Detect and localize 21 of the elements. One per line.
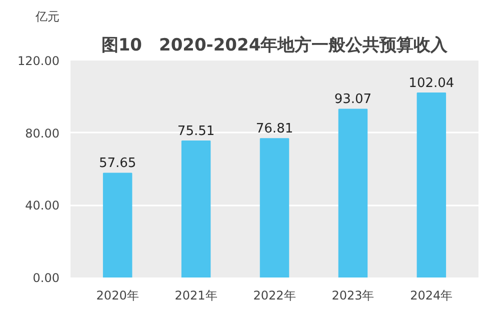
data-label: 76.81	[256, 122, 294, 137]
y-tick-label: 40.00	[25, 198, 60, 213]
y-tick-label: 80.00	[25, 126, 60, 140]
data-label: 102.04	[408, 76, 454, 91]
bar	[102, 172, 132, 278]
bar	[338, 108, 368, 278]
x-tick-label: 2022年	[253, 288, 296, 302]
x-tick-label: 2024年	[410, 288, 453, 302]
bar	[416, 92, 446, 278]
x-tick-label: 2021年	[174, 288, 218, 302]
x-tick-label: 2023年	[332, 288, 374, 302]
data-label: 93.07	[334, 92, 372, 108]
y-axis-title: 亿元	[34, 10, 60, 24]
chart-title: 图10 2020-2024年地方一般公共预算收入	[101, 36, 449, 56]
bar	[260, 138, 290, 278]
y-tick-label: 120.00	[18, 54, 60, 68]
data-label: 57.65	[98, 156, 136, 172]
data-label: 75.51	[177, 124, 215, 139]
y-tick-label: 0.00	[32, 271, 60, 285]
x-tick-label: 2020年	[96, 288, 139, 302]
bar	[181, 140, 211, 278]
